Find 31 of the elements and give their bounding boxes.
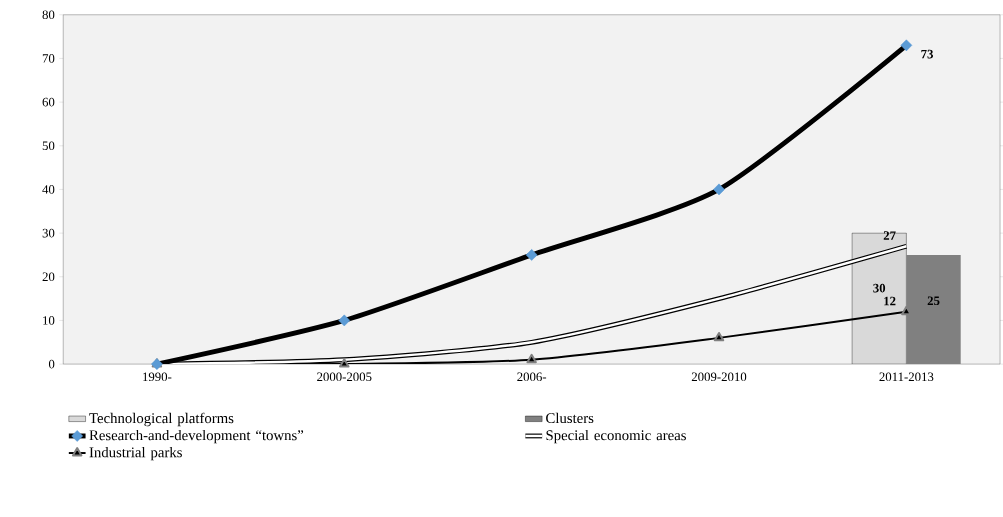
point (900, 39, 913, 52)
y-tick-label: 40 (42, 185, 55, 194)
y-tick-label: 60 (42, 97, 55, 107)
y-tick-label: 80 (42, 10, 55, 20)
y-tick-label: 70 (42, 54, 55, 63)
data-label: 27 (883, 231, 896, 240)
data-label: 25 (927, 296, 940, 306)
data-label: 30 (873, 283, 886, 293)
x-tick-label: 2006- (517, 372, 547, 382)
point (339, 358, 350, 368)
y-tick-label: 10 (43, 316, 55, 325)
point (525, 249, 538, 261)
legend-label: Research-and-development “towns” (89, 430, 304, 444)
y-tick-label: 0 (48, 359, 55, 369)
y-tick-label: 20 (42, 272, 55, 282)
x-tick-label: 1990- (143, 372, 172, 382)
legend-label: Industrial parks (89, 447, 182, 461)
x-tick-label: 2011-2013 (879, 372, 934, 382)
point (713, 183, 725, 196)
legend-label: Technological platforms (89, 412, 234, 427)
y-tick-label: 50 (42, 141, 55, 151)
legend-label: Clusters (546, 412, 594, 424)
point (713, 332, 725, 342)
point (338, 314, 351, 327)
x-tick-label: 2009-2010 (691, 372, 747, 382)
point (526, 354, 537, 364)
legend-label: Special economic areas (546, 430, 686, 444)
data-label: 73 (921, 49, 934, 59)
x-tick-label: 2000-2005 (317, 372, 372, 382)
y-tick-label: 30 (42, 228, 55, 238)
data-label: 12 (884, 296, 896, 306)
